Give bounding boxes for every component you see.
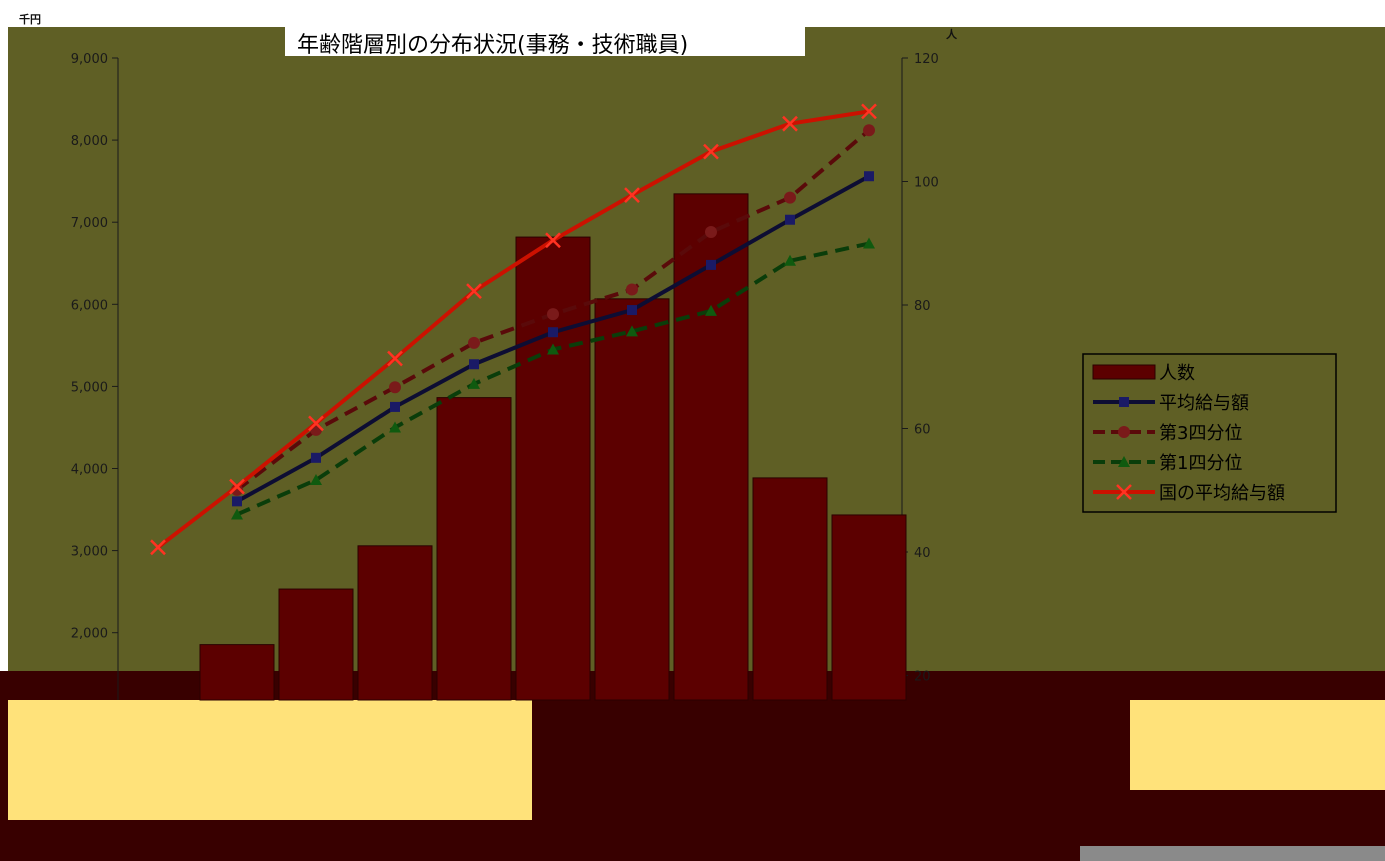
left-axis-unit: 千円 — [19, 12, 41, 26]
line-point — [547, 308, 559, 321]
bar — [199, 644, 275, 701]
line-point — [626, 283, 638, 296]
right-tick-label: 120 — [914, 52, 939, 67]
line-point — [627, 305, 637, 316]
line-point — [469, 359, 479, 370]
line-point — [547, 343, 559, 355]
axes: 2,000 3,000 4,000 5,000 6,000 7,000 8,000 9,000… — [71, 52, 939, 700]
line-point — [387, 350, 403, 367]
legend-label: 国の平均給与額 — [1159, 483, 1285, 504]
legend-label: 第1四分位 — [1159, 453, 1242, 474]
lines — [150, 103, 877, 556]
line-point — [782, 115, 798, 132]
line-point — [705, 226, 717, 239]
line-point — [308, 415, 324, 432]
right-tick-label: 20 — [914, 670, 931, 685]
bar — [436, 397, 512, 701]
line-point — [545, 232, 561, 249]
line-series — [150, 103, 877, 556]
line-point — [389, 421, 401, 433]
bottom-yellow-block — [8, 700, 532, 820]
line-point — [705, 304, 717, 316]
bar — [515, 236, 591, 701]
line-point — [784, 254, 796, 266]
chart-title: 年齢階層別の分布状況(事務・技術職員) — [297, 33, 688, 58]
legend-entry: 人数 — [1092, 363, 1195, 384]
left-tick-label: 2,000 — [71, 627, 108, 642]
line-point — [1119, 397, 1129, 407]
line-series — [232, 171, 874, 507]
line-point — [468, 377, 480, 389]
line-point — [703, 143, 719, 160]
legend-swatch — [1092, 364, 1156, 380]
right-axis-unit: 人 — [946, 27, 958, 41]
line-point — [864, 171, 874, 182]
left-tick-label: 6,000 — [71, 298, 108, 313]
line-point — [1118, 456, 1130, 467]
line-point — [468, 336, 480, 349]
line-point — [466, 283, 482, 300]
line-point — [706, 259, 716, 270]
bottom-gray-block — [1080, 846, 1385, 861]
legend-label: 第3四分位 — [1159, 423, 1242, 444]
left-tick-label: 8,000 — [71, 134, 108, 149]
line-point — [390, 401, 400, 412]
chart-title-background — [285, 20, 805, 56]
legend-entry: 第1四分位 — [1093, 453, 1242, 474]
line-point — [229, 478, 245, 495]
line-point — [548, 327, 558, 338]
line-point — [150, 539, 166, 556]
right-tick-label: 40 — [914, 546, 931, 561]
left-tick-label: 9,000 — [71, 52, 108, 67]
right-tick-label: 60 — [914, 423, 931, 438]
line-point — [1118, 426, 1130, 438]
bar — [831, 514, 907, 701]
line-point — [311, 452, 321, 463]
left-tick-label: 4,000 — [71, 463, 108, 478]
legend-box — [1082, 353, 1337, 513]
line-point — [861, 103, 877, 120]
legend-label: 平均給与額 — [1159, 393, 1249, 414]
line-point — [785, 214, 795, 225]
legend-entry: 第3四分位 — [1093, 423, 1242, 444]
right-tick-label: 100 — [914, 176, 939, 191]
legend-label: 人数 — [1159, 363, 1195, 384]
line-point — [310, 473, 322, 485]
bar — [278, 588, 354, 701]
line-point — [863, 237, 875, 249]
bottom-yellow-block-right — [1130, 700, 1385, 790]
line-series — [231, 237, 875, 520]
legend-entry: 国の平均給与額 — [1093, 483, 1285, 504]
series-line — [156, 109, 870, 549]
line-point — [784, 191, 796, 204]
left-tick-label: 5,000 — [71, 380, 108, 395]
bar — [594, 298, 670, 701]
bar — [752, 477, 828, 701]
line-point — [624, 187, 640, 203]
line-point — [1116, 484, 1132, 500]
line-point — [626, 325, 638, 337]
bar — [357, 545, 433, 701]
left-tick-label: 3,000 — [71, 545, 108, 560]
right-tick-label: 80 — [914, 299, 931, 314]
line-point — [231, 508, 243, 520]
line-series — [231, 124, 875, 496]
legend-entry: 平均給与額 — [1093, 393, 1249, 414]
left-tick-label: 7,000 — [71, 216, 108, 231]
line-point — [232, 496, 242, 507]
line-point — [389, 381, 401, 394]
line-point — [863, 124, 875, 137]
